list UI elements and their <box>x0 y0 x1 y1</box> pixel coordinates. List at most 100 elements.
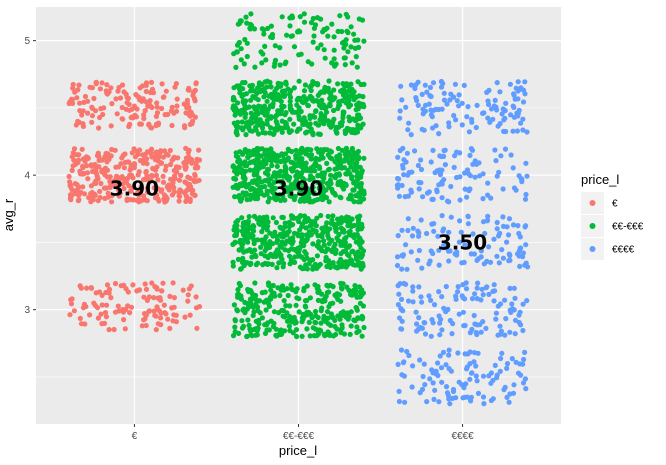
data-point <box>95 198 101 204</box>
data-point <box>238 293 244 299</box>
data-point <box>496 169 502 175</box>
data-point <box>342 83 348 89</box>
data-point <box>264 84 270 90</box>
data-point <box>265 261 271 267</box>
data-point <box>337 120 343 126</box>
data-point <box>493 316 499 322</box>
data-point <box>417 357 423 363</box>
data-point <box>321 170 328 176</box>
legend-title: price_l <box>581 172 619 187</box>
data-point <box>344 155 350 161</box>
data-point <box>460 309 466 315</box>
data-point <box>269 185 275 191</box>
data-point <box>455 284 461 290</box>
data-point <box>89 105 95 111</box>
data-point <box>261 220 267 226</box>
data-point <box>421 361 427 367</box>
data-point <box>168 161 174 168</box>
data-point <box>415 102 421 108</box>
data-label: 3.50 <box>438 230 487 254</box>
data-point <box>355 37 361 43</box>
data-point <box>232 318 238 324</box>
data-point <box>443 384 450 390</box>
data-point <box>515 113 521 119</box>
data-point <box>469 116 475 122</box>
data-point <box>158 310 164 316</box>
data-point <box>288 182 294 188</box>
data-point <box>404 348 410 355</box>
data-point <box>305 59 311 65</box>
data-point <box>315 122 321 128</box>
data-point <box>496 260 502 266</box>
data-point <box>474 102 480 108</box>
data-point <box>460 282 466 288</box>
data-point <box>400 162 406 168</box>
data-point <box>291 109 297 115</box>
data-point <box>329 217 335 223</box>
data-point <box>314 179 320 185</box>
data-point <box>342 55 348 61</box>
data-point <box>434 189 440 195</box>
data-point <box>310 15 316 22</box>
data-point <box>288 107 294 113</box>
data-point <box>99 292 105 298</box>
data-point <box>414 321 420 327</box>
data-point <box>410 284 416 290</box>
data-point <box>96 153 102 159</box>
data-point <box>297 190 303 196</box>
data-point <box>463 286 470 292</box>
data-point <box>334 291 340 297</box>
data-point <box>272 43 278 49</box>
data-point <box>121 165 127 171</box>
data-point <box>441 97 448 103</box>
data-point <box>331 87 337 93</box>
data-point <box>467 173 473 179</box>
data-point <box>497 323 503 329</box>
data-point <box>104 282 111 288</box>
data-point <box>115 303 121 309</box>
data-point <box>66 173 72 180</box>
data-point <box>94 305 101 311</box>
data-point <box>400 253 406 259</box>
data-point <box>141 317 147 323</box>
data-point <box>244 40 250 46</box>
data-point <box>136 192 142 199</box>
data-point <box>320 229 326 235</box>
data-point <box>124 94 130 101</box>
data-point <box>422 82 428 88</box>
data-point <box>106 89 112 95</box>
data-point <box>249 254 255 260</box>
data-point <box>113 96 119 102</box>
data-point <box>294 102 300 108</box>
data-point <box>195 165 201 171</box>
data-point <box>480 373 487 379</box>
data-point <box>515 88 521 94</box>
data-point <box>513 187 519 193</box>
data-point <box>252 247 258 253</box>
data-point <box>82 158 88 164</box>
data-point <box>330 260 336 266</box>
data-point <box>318 42 324 48</box>
data-point <box>401 359 407 365</box>
data-point <box>452 81 458 87</box>
data-point <box>289 168 295 174</box>
data-point <box>397 108 403 114</box>
data-point <box>268 251 274 257</box>
data-point <box>305 186 311 192</box>
data-point <box>274 85 280 91</box>
data-point <box>395 283 401 289</box>
data-point <box>418 180 424 186</box>
data-point <box>518 175 524 181</box>
data-point <box>259 229 265 235</box>
data-point <box>234 49 240 55</box>
data-point <box>126 123 132 130</box>
data-point <box>339 165 345 171</box>
data-point <box>299 333 305 339</box>
data-point <box>268 91 274 97</box>
data-point <box>522 349 528 355</box>
data-point <box>405 227 411 234</box>
data-point <box>280 214 286 221</box>
data-point <box>143 168 149 175</box>
data-point <box>437 320 443 326</box>
data-point <box>346 196 352 202</box>
